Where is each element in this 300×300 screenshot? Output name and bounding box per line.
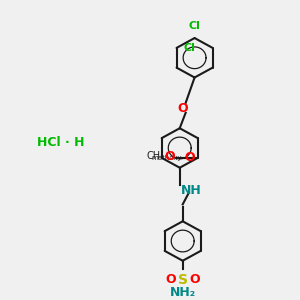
Text: NH₂: NH₂: [169, 286, 196, 299]
Text: O: O: [165, 150, 176, 163]
Text: S: S: [178, 273, 188, 287]
Text: methoxy: methoxy: [151, 155, 182, 161]
Text: CH₃: CH₃: [147, 152, 165, 161]
Text: O: O: [189, 273, 200, 286]
Text: O: O: [177, 102, 188, 115]
Text: O: O: [166, 273, 176, 286]
Text: HCl · H: HCl · H: [37, 136, 85, 149]
Text: O: O: [184, 152, 195, 164]
Text: NH: NH: [181, 184, 202, 197]
Text: Cl: Cl: [184, 43, 196, 53]
Text: Cl: Cl: [189, 21, 200, 31]
